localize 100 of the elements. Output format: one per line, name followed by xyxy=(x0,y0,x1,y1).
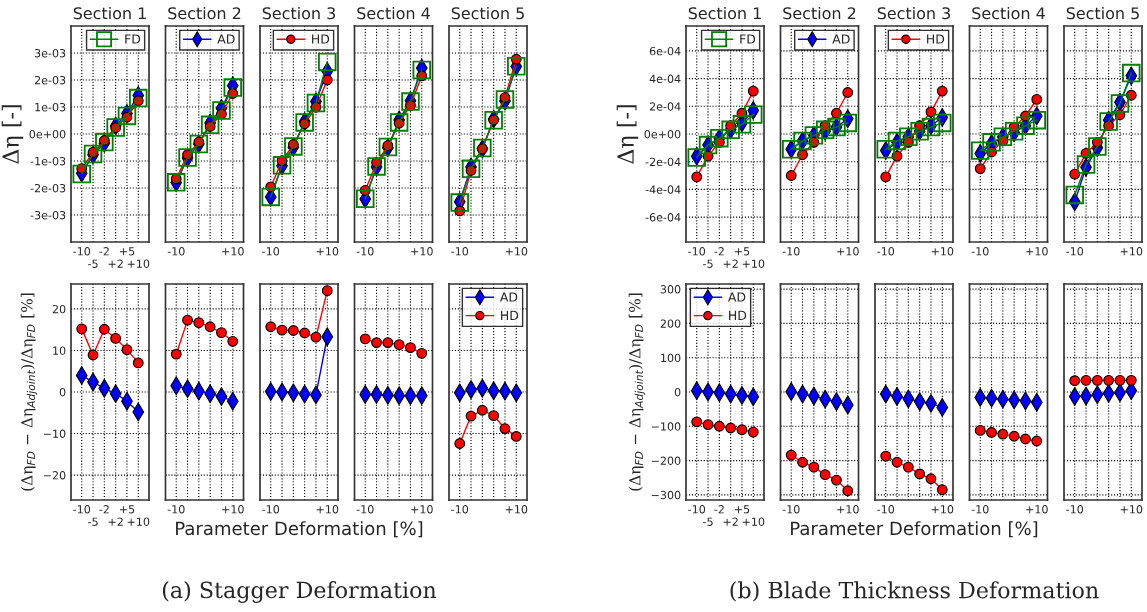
y-tick-label: 20 xyxy=(52,304,66,314)
x-tick-label: -10 xyxy=(782,247,800,256)
y-tick-label: −200 xyxy=(651,456,681,465)
legend-label: FD xyxy=(125,34,141,44)
x-tick-label: -10 xyxy=(877,505,895,514)
legend-label: AD xyxy=(727,292,746,302)
text: (a) Stagger Deformation xyxy=(162,581,437,603)
legend-label: HD xyxy=(729,310,747,320)
x-tick-label: +2 xyxy=(108,517,123,526)
x-tick-label: +10 xyxy=(1026,505,1048,514)
x-tick-label: +5 xyxy=(119,247,135,256)
x-tick-label: +10 xyxy=(742,517,765,526)
x-tick-label: +10 xyxy=(837,505,859,514)
x-tick-label: -10 xyxy=(73,247,91,256)
y-tick-label: -1e-03 xyxy=(30,156,66,166)
y-tick-label: -6e-04 xyxy=(645,213,681,222)
y-tick-label: -2e-03 xyxy=(30,183,66,193)
x-tick-label: -10 xyxy=(167,505,185,514)
x-tick-label: -10 xyxy=(971,247,989,256)
y-axis-title: (Δη$_{FD}$ − Δη$_{Adjoint}$)/Δη$_{FD}$ [%] xyxy=(628,293,646,491)
x-tick-label: -5 xyxy=(703,517,713,526)
x-tick-label: +10 xyxy=(222,247,244,256)
x-tick-label: +10 xyxy=(316,247,339,256)
x-tick-label: +5 xyxy=(734,247,750,256)
x-tick-label: +2 xyxy=(108,259,123,268)
chart-title: Section 3 xyxy=(262,6,336,20)
y-tick-label: 100 xyxy=(661,353,681,363)
y-tick-label: 3e-03 xyxy=(34,48,66,58)
chart-title: Section 1 xyxy=(73,6,146,20)
x-tick-label: +10 xyxy=(411,247,433,256)
x-tick-label: -2 xyxy=(99,505,109,514)
legend-label: AD xyxy=(217,34,235,44)
x-axis-title: Parameter Deformation [%] xyxy=(176,521,423,538)
x-tick-label: +10 xyxy=(931,505,954,514)
x-tick-label: -10 xyxy=(262,247,280,256)
x-tick-label: -10 xyxy=(877,247,895,256)
x-tick-label: +10 xyxy=(931,247,954,256)
y-tick-label: 0e+00 xyxy=(644,129,681,139)
x-tick-label: -10 xyxy=(782,505,800,514)
y-tick-label: 2e-04 xyxy=(649,102,681,111)
y-tick-label: 10 xyxy=(53,346,66,355)
legend-label: AD xyxy=(832,34,850,44)
y-axis-title: (Δη$_{FD}$ − Δη$_{Adjoint}$)/Δη$_{FD}$ [%] xyxy=(20,293,38,491)
chart-title: Section 4 xyxy=(357,6,430,20)
x-tick-label: -10 xyxy=(73,505,91,514)
x-tick-label: +10 xyxy=(837,247,859,256)
y-tick-label: -4e-04 xyxy=(645,185,681,194)
x-tick-label: +5 xyxy=(119,505,135,514)
x-tick-label: -5 xyxy=(703,259,713,268)
x-tick-label: -10 xyxy=(451,505,469,514)
x-tick-label: -5 xyxy=(88,259,98,268)
x-tick-label: +2 xyxy=(723,259,738,268)
x-tick-label: +10 xyxy=(1120,247,1143,256)
legend-label: FD xyxy=(740,34,756,44)
x-tick-label: -10 xyxy=(1066,505,1084,514)
x-axis-title: Parameter Deformation [%] xyxy=(791,521,1038,538)
y-tick-label: -3e-03 xyxy=(30,210,66,220)
x-tick-label: -10 xyxy=(167,247,185,256)
x-tick-label: +10 xyxy=(127,517,150,526)
y-axis-title: Δη [-] xyxy=(616,105,639,164)
x-tick-label: -10 xyxy=(971,505,989,514)
x-tick-label: -10 xyxy=(356,505,374,514)
y-tick-label: −100 xyxy=(651,422,681,431)
y-tick-label: -2e-04 xyxy=(645,157,681,167)
x-tick-label: -10 xyxy=(688,505,706,514)
chart-title: Section 5 xyxy=(1066,6,1139,20)
x-tick-label: +10 xyxy=(411,505,433,514)
y-tick-label: 2e-03 xyxy=(34,75,66,85)
x-tick-label: -10 xyxy=(688,247,706,256)
x-tick-label: -10 xyxy=(262,505,280,514)
x-tick-label: -10 xyxy=(1066,247,1084,256)
x-tick-label: +10 xyxy=(505,505,528,514)
x-tick-label: -5 xyxy=(88,517,98,526)
x-tick-label: -2 xyxy=(714,505,724,514)
x-tick-label: +5 xyxy=(734,505,750,514)
y-axis-title: Δη [-] xyxy=(1,105,24,164)
x-tick-label: +10 xyxy=(1026,247,1048,256)
x-tick-label: -2 xyxy=(714,247,724,256)
x-tick-label: -2 xyxy=(99,247,109,256)
y-tick-label: −300 xyxy=(651,490,681,500)
x-tick-label: +10 xyxy=(222,505,244,514)
y-tick-label: 0 xyxy=(674,387,681,397)
legend-label: HD xyxy=(312,34,330,44)
chart-title: Section 1 xyxy=(688,6,761,20)
x-tick-label: +10 xyxy=(316,505,339,514)
chart-title: Section 4 xyxy=(972,6,1045,20)
x-tick-label: +10 xyxy=(742,259,765,268)
x-tick-label: -10 xyxy=(451,247,469,256)
chart-title: Section 2 xyxy=(168,6,241,20)
chart-title: Section 5 xyxy=(451,6,524,20)
legend-label: HD xyxy=(927,34,945,44)
y-tick-label: 4e-04 xyxy=(649,74,681,83)
x-tick-label: +10 xyxy=(1120,505,1143,514)
y-tick-label: −20 xyxy=(43,471,66,480)
y-tick-label: 300 xyxy=(660,285,681,294)
text: (b) Blade Thickness Deformation xyxy=(730,581,1099,602)
y-tick-label: 0 xyxy=(59,387,66,397)
y-tick-label: 6e-04 xyxy=(649,46,681,56)
x-tick-label: -10 xyxy=(356,247,374,256)
x-tick-label: +10 xyxy=(505,247,528,256)
